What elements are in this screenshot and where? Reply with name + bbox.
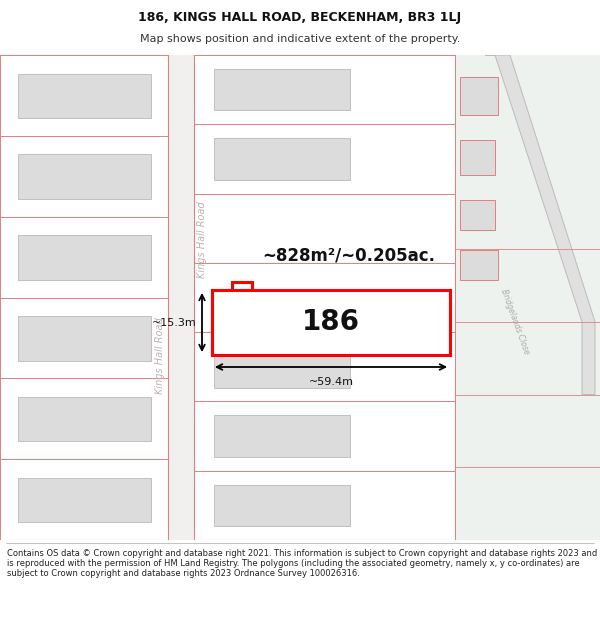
Bar — [18, 74, 151, 118]
Bar — [460, 200, 495, 230]
Text: Kings Hall Road: Kings Hall Road — [155, 318, 165, 394]
Polygon shape — [455, 55, 600, 540]
Bar — [18, 397, 151, 441]
Text: Map shows position and indicative extent of the property.: Map shows position and indicative extent… — [140, 34, 460, 44]
Bar — [214, 346, 350, 388]
Text: Contains OS data © Crown copyright and database right 2021. This information is : Contains OS data © Crown copyright and d… — [7, 549, 598, 578]
Text: 186, KINGS HALL ROAD, BECKENHAM, BR3 1LJ: 186, KINGS HALL ROAD, BECKENHAM, BR3 1LJ — [139, 11, 461, 24]
Text: ~59.4m: ~59.4m — [308, 377, 353, 387]
Text: Bridgelands Close: Bridgelands Close — [499, 288, 531, 356]
Bar — [18, 478, 151, 522]
Text: ~828m²/~0.205ac.: ~828m²/~0.205ac. — [262, 246, 435, 264]
Bar — [18, 316, 151, 361]
Bar — [18, 235, 151, 280]
Bar — [214, 415, 350, 457]
Text: Kings Hall Road: Kings Hall Road — [197, 201, 207, 278]
Bar — [214, 69, 350, 111]
Text: 186: 186 — [302, 309, 360, 336]
Bar — [460, 140, 495, 175]
Polygon shape — [168, 55, 194, 540]
Polygon shape — [485, 55, 595, 394]
Bar — [214, 138, 350, 180]
Bar — [460, 250, 498, 280]
Bar — [18, 154, 151, 199]
Bar — [214, 484, 350, 526]
Text: ~15.3m: ~15.3m — [152, 318, 197, 328]
Bar — [212, 290, 450, 355]
Bar — [460, 77, 498, 115]
